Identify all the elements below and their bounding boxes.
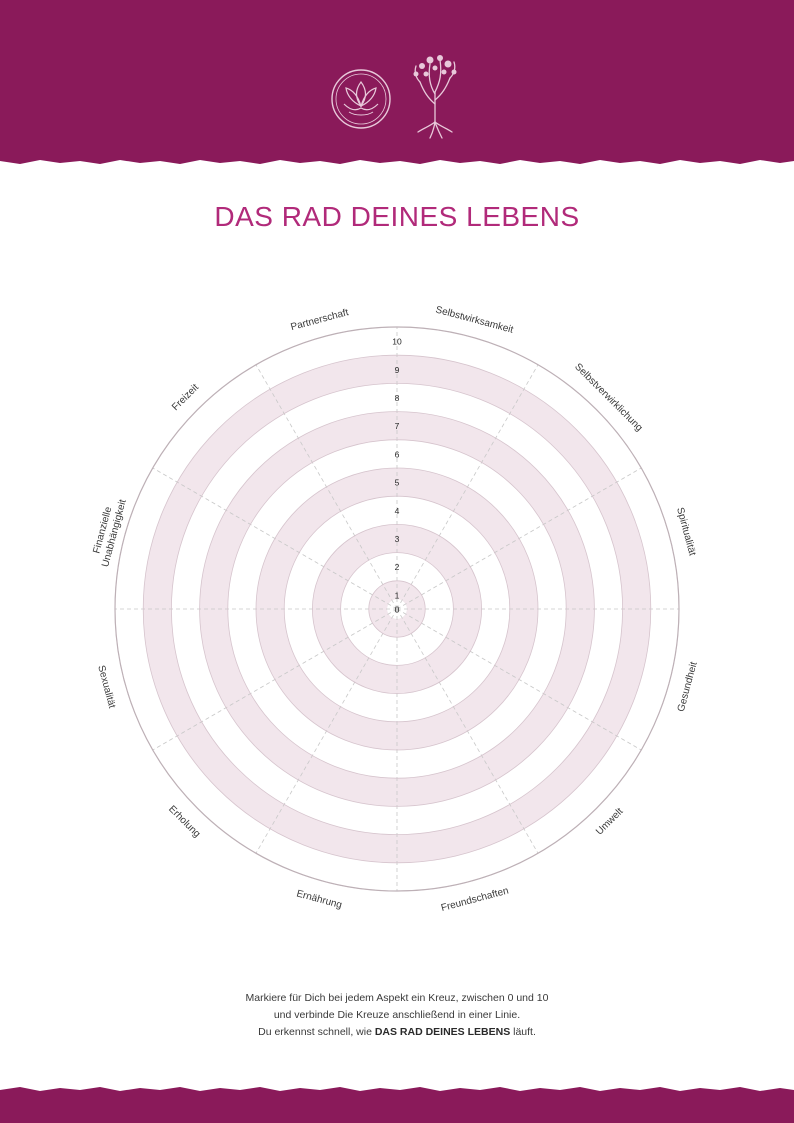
wheel-ring-2 (340, 552, 454, 666)
segment-label-text: Freizeit (170, 382, 201, 413)
segment-label-text: Spiritualität (674, 506, 697, 557)
segment-label-text: Ernährung (295, 888, 343, 911)
wheel-ring-5 (255, 467, 539, 751)
scale-label: 4 (395, 506, 400, 516)
segment-label-text: Gesundheit (676, 661, 700, 713)
scale-label: 1 (395, 590, 400, 600)
instructions-line-1: Markiere für Dich bei jedem Aspekt ein K… (245, 992, 549, 1004)
segment-label: Umwelt (594, 806, 626, 838)
segment-label-text: Freundschaften (440, 885, 510, 914)
segment-label: Spiritualität (674, 506, 697, 557)
scale-label: 6 (395, 449, 400, 459)
wheel-ring-1 (368, 580, 426, 638)
wheel-ring-6 (227, 439, 567, 779)
instructions-line-3-start: Du erkennst schnell, wie (258, 1026, 372, 1038)
segment-label: Freundschaften (440, 885, 510, 914)
segment-label: Sexualität (95, 664, 117, 709)
segment-label: Freizeit (170, 382, 201, 413)
segment-label-text: Sexualität (95, 664, 117, 709)
segment-label: Partnerschaft (290, 307, 351, 333)
instructions: Markiere für Dich bei jedem Aspekt ein K… (0, 990, 794, 1041)
wheel-outer-ring (114, 326, 680, 892)
wheel-ring-8 (170, 382, 624, 836)
scale-label: 0 (395, 605, 400, 615)
scale-label: 7 (395, 421, 400, 431)
footer-band (0, 1087, 794, 1123)
instructions-line-2: und verbinde Die Kreuze anschließend in … (273, 1009, 521, 1021)
segment-label-text: Erholung (166, 804, 202, 840)
page-title: DAS RAD DEINES LEBENS (214, 201, 580, 232)
segment-label: Ernährung (295, 888, 343, 911)
wheel-ring-7 (199, 411, 595, 807)
scale-label: 5 (395, 478, 400, 488)
wheel-ring-3 (311, 524, 482, 695)
instructions-line-3: Du erkennst schnell, wie DAS RAD DEINES … (0, 1024, 794, 1041)
segment-label-text: Umwelt (594, 806, 626, 838)
scale-label: 2 (395, 562, 400, 572)
wheel-ring-9 (142, 354, 652, 864)
tree-of-life-icon (413, 55, 457, 139)
segment-label: Erholung (166, 804, 202, 840)
header-rough-edge (0, 158, 794, 164)
lotus-mandala-icon (331, 69, 391, 129)
header-band (0, 0, 794, 164)
scale-label: 10 (392, 337, 402, 347)
segment-label-text: Partnerschaft (290, 307, 351, 333)
scale-label: 3 (395, 534, 400, 544)
scale-label: 9 (395, 365, 400, 375)
instructions-line-3-end: läuft. (513, 1026, 536, 1038)
wheel-ring-4 (283, 495, 511, 723)
scale-label: 8 (395, 393, 400, 403)
segment-label: Gesundheit (676, 661, 700, 713)
footer-rough-edge (0, 1087, 794, 1093)
instructions-highlight: DAS RAD DEINES LEBENS (374, 1026, 511, 1038)
